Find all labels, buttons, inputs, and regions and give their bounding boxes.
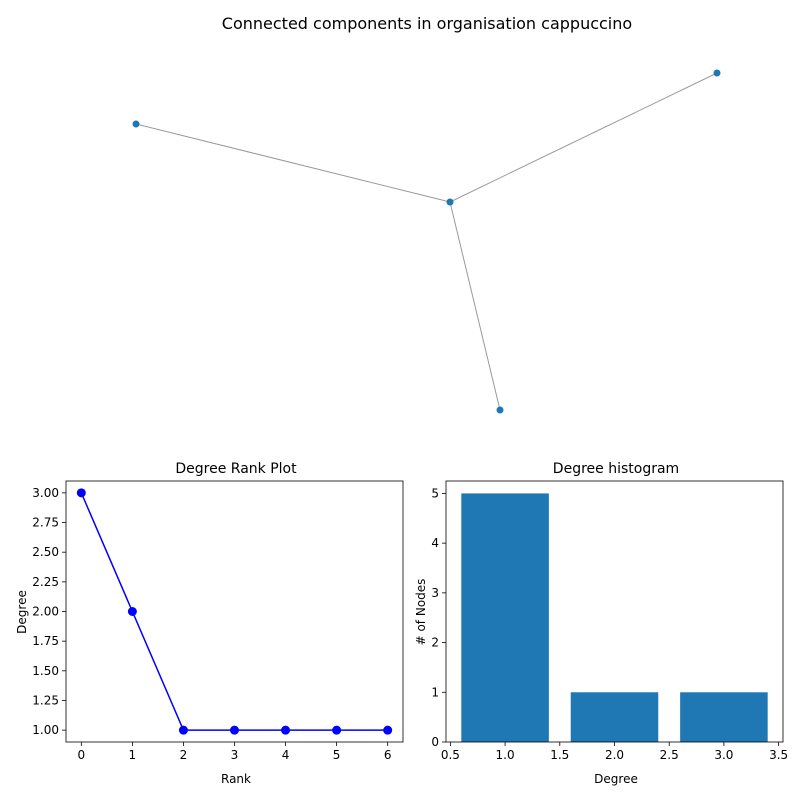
hist-ytick-label: 4 (431, 536, 439, 550)
rank-plot-ylabel: Degree (15, 590, 29, 634)
rank-point (332, 725, 342, 735)
rank-ytick-label: 2.00 (32, 605, 59, 619)
hist-xtick-label: 3.5 (769, 748, 788, 762)
rank-ytick-label: 1.25 (32, 693, 59, 707)
hist-ytick-label: 0 (431, 735, 439, 749)
network-node (713, 69, 721, 77)
histogram-ylabel: # of Nodes (414, 579, 428, 646)
rank-point (281, 725, 291, 735)
rank-plot-xlabel: Rank (221, 772, 251, 786)
rank-ytick-label: 3.00 (32, 486, 59, 500)
rank-point (127, 607, 137, 616)
network-node (132, 120, 140, 128)
hist-ytick-label: 5 (431, 486, 439, 500)
histogram-bar (461, 493, 549, 742)
hist-ytick-label: 2 (431, 636, 439, 650)
degree-histogram: Degree histogram Degree # of Nodes 0.5 1.… (414, 461, 788, 786)
rank-point (230, 725, 239, 735)
rank-ytick-label: 2.25 (32, 575, 59, 589)
rank-ytick-label: 1.75 (32, 634, 59, 648)
hist-xtick-label: 0.5 (441, 748, 460, 762)
rank-series-line (80, 492, 388, 731)
rank-point (383, 725, 393, 735)
rank-xtick-label: 6 (384, 748, 392, 762)
hist-xtick-label: 1.0 (496, 748, 515, 762)
rank-point (178, 725, 188, 735)
rank-xtick-label: 3 (231, 748, 239, 762)
network-graph (132, 69, 721, 414)
histogram-title: Degree histogram (553, 461, 679, 477)
hist-xtick-label: 2.0 (605, 748, 624, 762)
rank-ytick-label: 2.75 (32, 516, 59, 530)
hist-axes-frame (445, 480, 784, 743)
hist-xtick-label: 2.5 (660, 748, 679, 762)
hist-ytick-label: 1 (431, 685, 439, 699)
histogram-bar (680, 692, 768, 742)
rank-xtick-label: 5 (333, 748, 341, 762)
network-edge (449, 72, 718, 203)
rank-xtick-label: 4 (282, 748, 290, 762)
rank-axes-frame (65, 480, 404, 743)
rank-xtick-label: 2 (180, 748, 188, 762)
figure-title: Connected components in organisation cap… (222, 14, 632, 33)
network-edge (135, 123, 451, 203)
rank-point (76, 488, 86, 498)
rank-ytick-label: 1.00 (32, 723, 59, 737)
degree-rank-plot: Degree Rank Plot Rank Degree 0 1 2 3 4 5 6 1.00… (15, 461, 404, 786)
rank-plot-title: Degree Rank Plot (175, 461, 297, 477)
network-node (496, 406, 504, 414)
rank-ytick-label: 2.50 (32, 545, 59, 559)
hist-ytick-label: 3 (431, 586, 439, 600)
network-edge (449, 201, 501, 411)
histogram-bar (570, 692, 659, 742)
rank-xtick-label: 1 (129, 748, 137, 762)
network-node (446, 198, 454, 206)
hist-xtick-label: 1.5 (550, 748, 569, 762)
rank-ytick-label: 1.50 (32, 664, 59, 678)
rank-xtick-label: 0 (77, 748, 85, 762)
hist-xtick-label: 3.0 (714, 748, 733, 762)
histogram-xlabel: Degree (594, 772, 638, 786)
